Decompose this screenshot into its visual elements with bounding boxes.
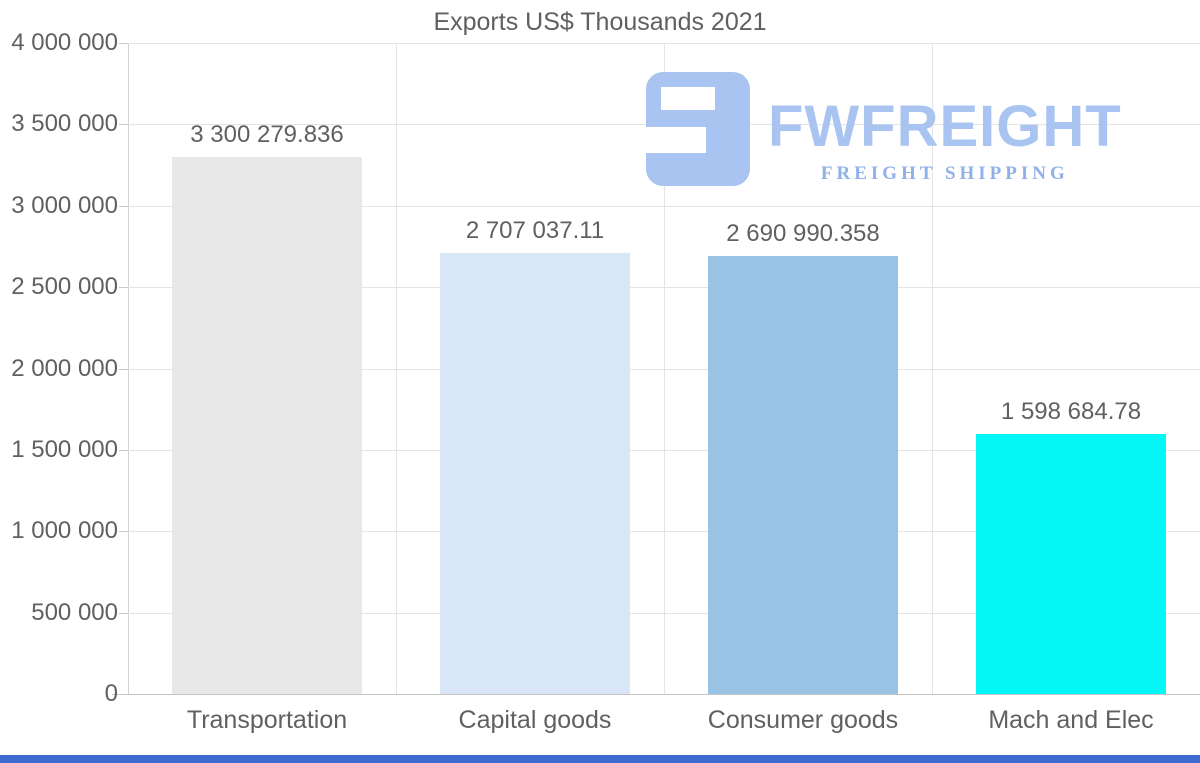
y-axis-tick [119,124,128,126]
bar-mach-and-elec [976,434,1166,694]
bar-capital-goods [440,253,630,694]
y-axis-tick [119,368,128,370]
y-axis-tick-label: 1 500 000 [11,435,118,463]
category-label: Consumer goods [707,706,899,734]
fwfreight-tagline: FREIGHT SHIPPING [820,163,1069,184]
fwfreight-wordmark: FWFREIGHT [768,94,1122,159]
bar-value-label: 3 300 279.836 [190,121,344,148]
v-gridline [664,43,665,694]
bar-value-label: 1 598 684.78 [1000,398,1142,425]
y-axis-tick-label: 4 000 000 [11,29,118,56]
chart-title: Exports US$ Thousands 2021 [433,8,767,36]
plot-area [128,43,1200,694]
y-axis-tick-label: 0 [104,680,118,707]
y-axis-tick-label: 2 500 000 [11,273,118,301]
y-axis-tick [119,694,128,695]
y-axis-tick [119,287,128,289]
fwfreight-logo-icon [646,72,750,186]
bar-value-label: 2 690 990.358 [726,220,880,247]
bar-consumer-goods [708,256,898,694]
bottom-accent-bar [0,755,1200,763]
v-gridline [932,43,933,694]
category-label: Capital goods [458,706,612,734]
y-axis-tick-label: 3 000 000 [11,191,118,219]
y-axis-tick-label: 2 000 000 [11,354,118,382]
category-label: Transportation [186,706,348,734]
bar-value-label: 2 707 037.11 [465,217,605,244]
y-axis-tick [119,205,128,207]
category-label: Mach and Elec [988,706,1154,734]
y-axis-tick [119,612,128,614]
x-axis-line [112,694,1200,695]
bar-transportation [172,157,362,694]
y-axis-tick-label: 1 000 000 [11,517,118,545]
y-axis-tick [119,449,128,451]
y-axis-tick-label: 3 500 000 [11,110,118,138]
v-gridline [396,43,397,694]
y-axis-tick-label: 500 000 [31,598,118,626]
fwfreight-logo: FWFREIGHT FREIGHT SHIPPING [646,72,1122,186]
y-axis-tick [119,531,128,533]
y-axis-tick [119,43,128,44]
